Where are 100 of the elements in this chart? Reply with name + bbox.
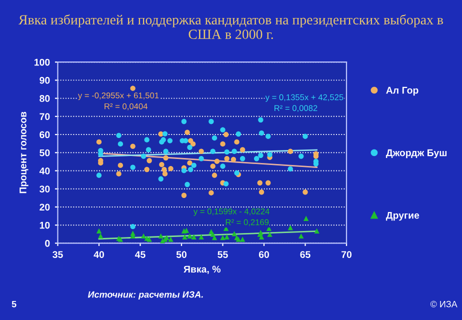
point <box>167 138 173 144</box>
point <box>258 117 264 122</box>
x-tick-label: 50 <box>176 251 187 258</box>
x-tick-label: 55 <box>218 251 228 258</box>
point <box>187 144 192 150</box>
y-tick-label: 0 <box>45 240 50 247</box>
point <box>118 141 124 147</box>
point <box>184 182 190 188</box>
annotation: y = 0,1599x - 4,0224 <box>193 208 270 216</box>
point <box>240 156 246 162</box>
point <box>160 137 166 142</box>
point <box>163 155 168 160</box>
point <box>212 234 218 240</box>
point <box>208 118 214 124</box>
legend-label: Джордж Буш <box>386 149 447 158</box>
point <box>288 166 293 172</box>
point <box>288 225 293 230</box>
point <box>96 172 102 178</box>
point <box>212 172 218 178</box>
point <box>234 139 240 145</box>
point <box>158 233 164 239</box>
point <box>254 156 260 162</box>
point <box>162 131 168 136</box>
x-tick-label: 45 <box>134 251 146 258</box>
point <box>130 224 136 230</box>
point <box>191 162 196 168</box>
point <box>168 236 174 242</box>
annotation: y = -0,2955x + 61,501 <box>78 92 159 100</box>
point <box>116 171 122 176</box>
point <box>168 166 174 172</box>
annotation: y = 0,1355x + 42,525 <box>265 94 344 102</box>
point <box>130 86 136 91</box>
y-tick-label: 20 <box>40 204 50 211</box>
point <box>220 127 226 132</box>
y-tick-label: 80 <box>40 95 50 102</box>
point <box>220 234 226 240</box>
point <box>163 148 168 154</box>
point <box>191 234 196 240</box>
point <box>288 148 293 154</box>
point <box>98 233 104 239</box>
y-tick-label: 60 <box>40 131 50 138</box>
point <box>182 234 188 240</box>
point <box>140 154 146 159</box>
point <box>146 236 152 242</box>
point <box>240 147 246 152</box>
point <box>181 192 187 198</box>
point <box>96 139 102 145</box>
point <box>258 152 264 158</box>
y-tick-label: 50 <box>40 149 50 156</box>
x-tick-label: 70 <box>342 251 352 258</box>
point <box>224 156 230 162</box>
point <box>130 144 136 149</box>
text: 5 <box>12 300 16 308</box>
point <box>230 156 236 162</box>
point <box>198 148 204 154</box>
point <box>187 160 192 166</box>
annotation: R² = 0,0404 <box>104 103 148 110</box>
point <box>116 132 122 138</box>
point <box>210 164 216 169</box>
x-axis-title: Явка, % <box>184 266 221 274</box>
y-tick-label: 90 <box>40 76 50 84</box>
x-tick-label: 65 <box>300 251 310 258</box>
x-tick-label: 35 <box>52 251 63 258</box>
point <box>130 164 136 170</box>
y-tick-label: 70 <box>40 113 50 120</box>
legend-label: Ал Гор <box>386 86 418 96</box>
point <box>184 130 190 135</box>
x-tick-label: 40 <box>94 251 104 258</box>
point <box>232 231 237 236</box>
point <box>298 154 304 159</box>
point <box>266 134 271 139</box>
point <box>146 147 152 152</box>
point <box>144 137 150 142</box>
y-tick-label: 100 <box>34 58 50 66</box>
annotation: R² = 0,2169 <box>226 219 269 226</box>
point <box>181 168 187 174</box>
point <box>212 135 218 141</box>
point <box>118 162 124 168</box>
point <box>258 190 264 195</box>
y-axis-title: Процент голосов <box>20 112 28 194</box>
point <box>302 190 308 195</box>
point <box>223 181 229 186</box>
point <box>140 233 146 239</box>
point <box>187 233 192 239</box>
point <box>240 236 246 242</box>
point <box>302 134 308 139</box>
point <box>224 234 230 240</box>
point <box>266 180 271 186</box>
point <box>220 164 226 169</box>
point <box>183 138 188 144</box>
text: Источник: расчеты ИЗА. <box>88 291 203 300</box>
point <box>162 166 167 172</box>
point <box>232 148 237 154</box>
point <box>159 162 164 168</box>
point <box>257 180 262 186</box>
point <box>267 232 272 237</box>
point <box>208 190 214 196</box>
text: © ИЗА <box>430 300 458 308</box>
x-tick-label: 60 <box>258 251 270 258</box>
point <box>144 166 150 172</box>
